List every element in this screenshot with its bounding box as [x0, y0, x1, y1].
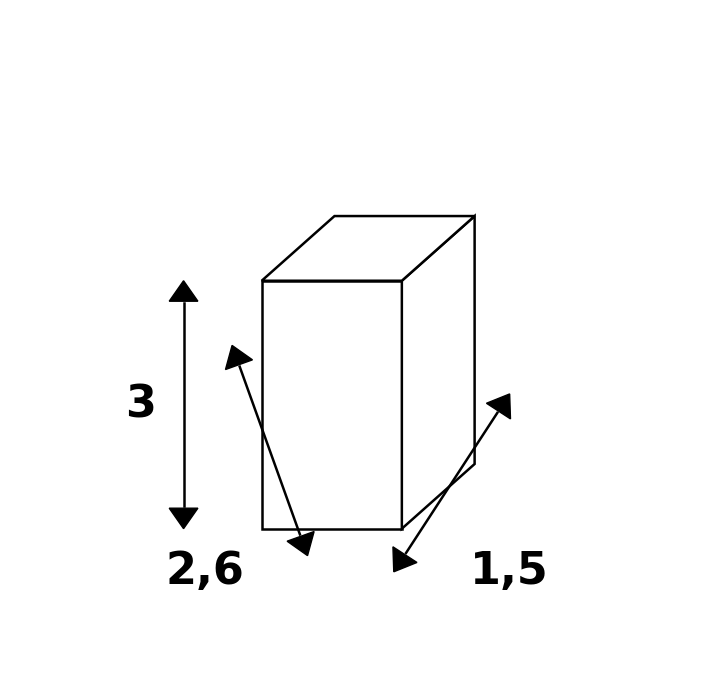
- Polygon shape: [226, 345, 252, 370]
- Polygon shape: [487, 394, 510, 419]
- Text: 1,5: 1,5: [470, 550, 549, 594]
- Polygon shape: [393, 547, 417, 572]
- Polygon shape: [169, 281, 198, 301]
- Polygon shape: [402, 216, 474, 528]
- Text: 2,6: 2,6: [166, 550, 244, 594]
- Polygon shape: [287, 531, 314, 556]
- Text: 3: 3: [125, 383, 156, 426]
- Polygon shape: [262, 281, 402, 528]
- Polygon shape: [262, 216, 474, 281]
- Polygon shape: [169, 508, 198, 528]
